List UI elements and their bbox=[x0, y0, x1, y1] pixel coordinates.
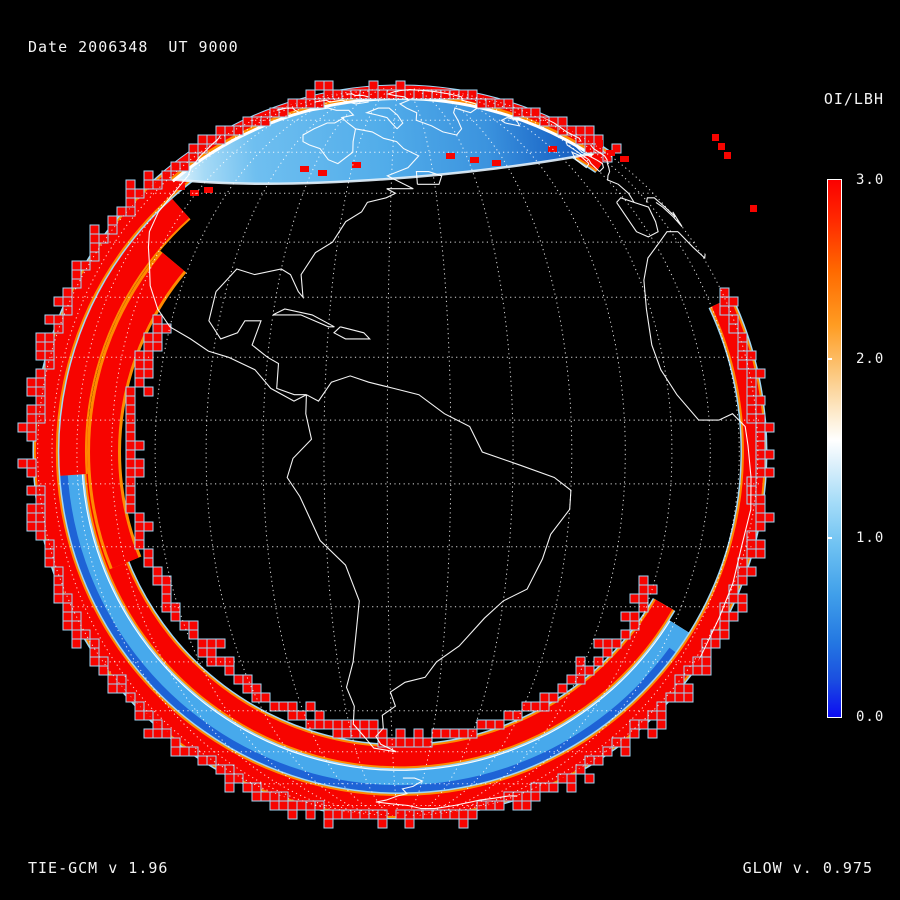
pixel-blocks bbox=[17, 80, 775, 829]
colorbar-tick-label: 0.0 bbox=[856, 709, 885, 725]
colorbar-title: OI/LBH bbox=[823, 90, 884, 108]
colorbar-frame bbox=[827, 179, 842, 718]
colorbar-tick-mark bbox=[827, 357, 832, 360]
footer-glow-label: GLOW v. 0.975 bbox=[742, 859, 873, 877]
colorbar-tick-mark bbox=[827, 537, 832, 540]
colorbar-tick-label: 3.0 bbox=[856, 172, 885, 188]
footer-model-label: TIE-GCM v 1.96 bbox=[28, 859, 169, 877]
colorbar bbox=[827, 179, 842, 718]
colorbar-tick-label: 1.0 bbox=[856, 530, 885, 546]
date-label: Date 2006348 UT 9000 bbox=[28, 38, 239, 56]
colorbar-gradient bbox=[828, 180, 841, 717]
coastlines bbox=[147, 89, 752, 810]
colorbar-tick-label: 2.0 bbox=[856, 351, 885, 367]
